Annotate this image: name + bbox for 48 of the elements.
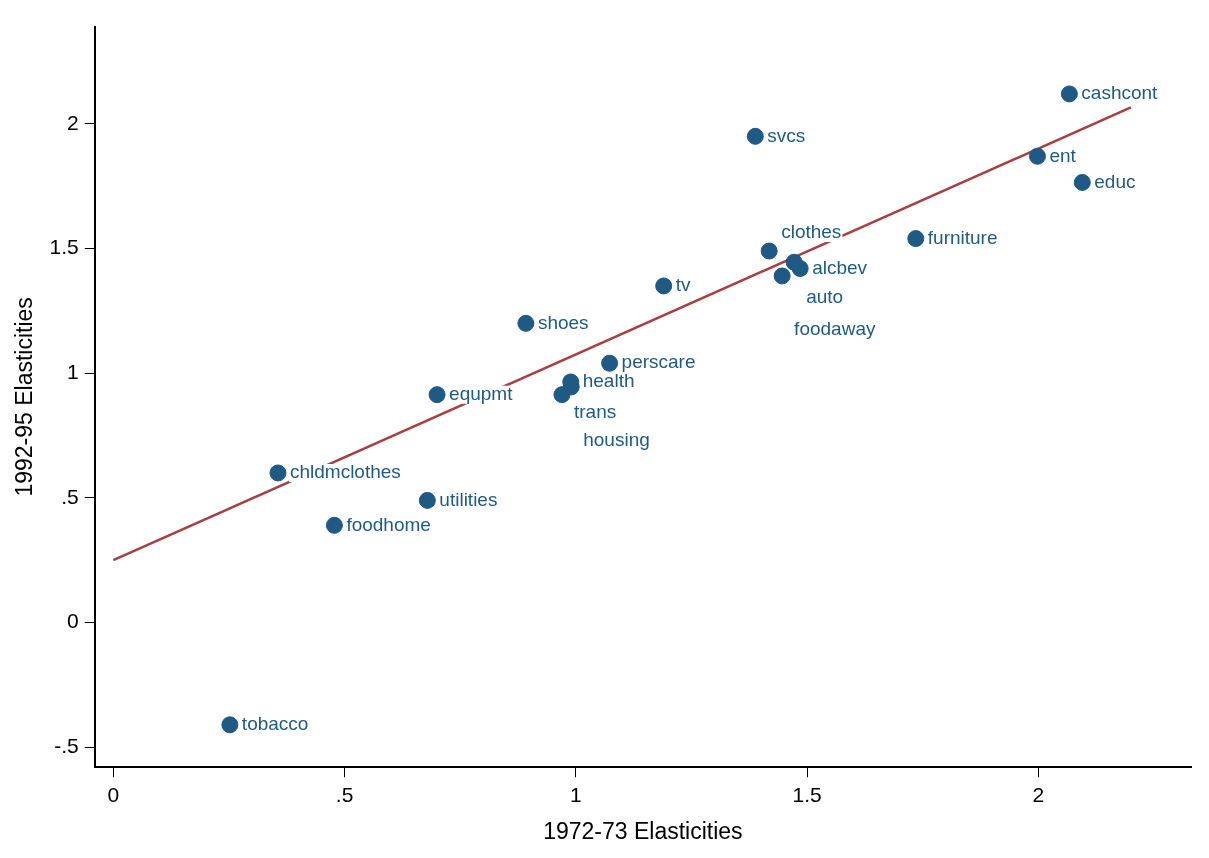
point	[269, 464, 287, 482]
annotation: foodhome	[346, 513, 431, 535]
point	[746, 127, 764, 145]
point	[791, 259, 809, 277]
annotation: furniture	[927, 226, 998, 248]
point	[760, 242, 778, 260]
annotation: trans	[573, 400, 617, 422]
annotation: ent	[1049, 144, 1077, 166]
annotation: equpmt	[449, 382, 514, 404]
y-tick-label: 1.5	[49, 235, 79, 259]
point	[1060, 85, 1078, 103]
point	[428, 386, 446, 404]
annotation: foodaway	[794, 318, 876, 340]
annotation: utilities	[439, 488, 498, 510]
x-axis-title: 1972-73 Elasticities	[543, 817, 743, 844]
x-tick-label: 2	[1032, 782, 1045, 806]
annotation: educ	[1094, 170, 1136, 192]
y-tick-label: -.5	[54, 734, 79, 758]
point	[601, 354, 619, 372]
annotation: shoes	[537, 311, 589, 333]
y-tick-label: 1	[67, 360, 79, 384]
y-tick-label: 2	[67, 110, 79, 134]
point	[1028, 147, 1046, 165]
x-tick-label: .5	[335, 782, 354, 806]
annotation: housing	[583, 429, 650, 451]
point	[418, 491, 436, 509]
point	[907, 230, 925, 248]
point	[325, 516, 343, 534]
y-tick-label: .5	[61, 484, 79, 508]
y-axis-title: 1992-95 Elasticities	[11, 297, 38, 497]
annotation: clothes	[781, 221, 842, 243]
annotation: svcs	[767, 124, 806, 146]
y-tick-label: 0	[67, 609, 79, 633]
annotation: tobacco	[241, 713, 309, 735]
annotation: cashcont	[1081, 82, 1159, 104]
annotation: perscare	[621, 351, 696, 373]
x-tick-label: 1	[569, 782, 582, 806]
annotation: chldmclothes	[289, 461, 401, 483]
annotation: alcbev	[812, 256, 868, 278]
point	[1073, 173, 1091, 191]
x-tick-label: 0	[107, 782, 120, 806]
point	[773, 267, 791, 285]
annotation: tv	[675, 274, 691, 296]
x-tick-label: 1.5	[792, 782, 822, 806]
annotation: auto	[806, 286, 844, 308]
point	[655, 277, 673, 295]
point	[517, 314, 535, 332]
point	[221, 716, 239, 734]
